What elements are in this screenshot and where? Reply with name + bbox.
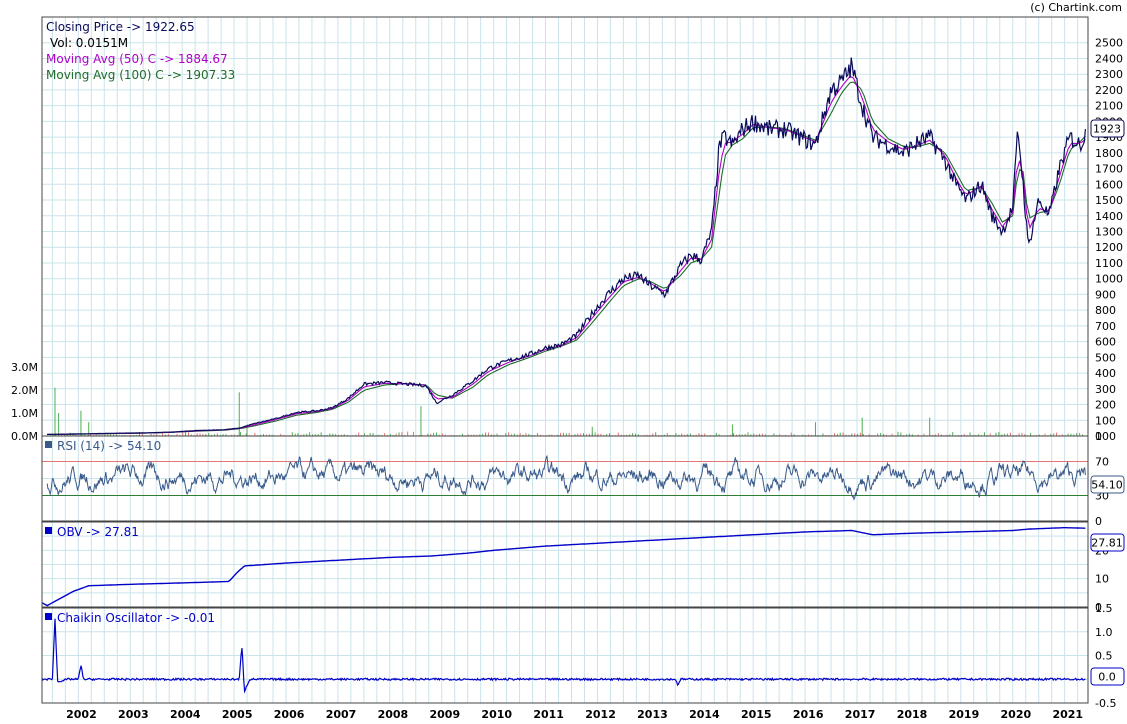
x-axis-tick: 2016 <box>793 708 824 721</box>
legend-ma50: Moving Avg (50) C -> 1884.67 <box>46 52 228 66</box>
x-axis-tick: 2006 <box>274 708 305 721</box>
x-axis-tick: 2011 <box>533 708 564 721</box>
x-axis-tick: 2009 <box>430 708 461 721</box>
price-axis-tick: 0 <box>1095 430 1102 443</box>
volume-bars <box>46 387 1084 436</box>
x-axis-tick: 2004 <box>170 708 201 721</box>
rsi-lines <box>42 454 1088 501</box>
obv-axis-tick: 10 <box>1095 573 1109 586</box>
chaikin-line <box>41 618 1086 694</box>
obv-value-badge: 27.81 <box>1090 533 1125 552</box>
chaikin-value-badge: 0.0 <box>1090 667 1125 686</box>
x-axis-tick: 2005 <box>222 708 253 721</box>
rsi-grid <box>42 435 1088 522</box>
x-axis-tick: 2013 <box>637 708 668 721</box>
price-axis-tick: 100 <box>1095 414 1116 427</box>
price-axis-tick: 2300 <box>1095 68 1123 81</box>
x-axis-tick: 2012 <box>585 708 616 721</box>
obv-legend-marker <box>45 527 52 534</box>
x-axis-tick: 2017 <box>845 708 876 721</box>
x-axis-tick: 2020 <box>1001 708 1032 721</box>
volume-axis-tick: 1.0M <box>11 407 38 420</box>
rsi-value-badge: 54.10 <box>1090 475 1125 494</box>
volume-axis-tick: 3.0M <box>11 361 38 374</box>
price-axis-tick: 1400 <box>1095 210 1123 223</box>
rsi-axis-tick: 70 <box>1095 456 1109 469</box>
rsi-line <box>46 454 1086 501</box>
price-axis-tick: 1800 <box>1095 147 1123 160</box>
legend-rsi: RSI (14) -> 54.10 <box>57 439 161 453</box>
price-axis-tick: 300 <box>1095 383 1116 396</box>
chaikin-axis-tick: 1.5 <box>1095 602 1113 615</box>
price-axis-tick: 1700 <box>1095 163 1123 176</box>
x-axis-tick: 2015 <box>741 708 772 721</box>
legend-chaikin: Chaikin Oscillator -> -0.01 <box>57 611 215 625</box>
copyright-text: (c) Chartink.com <box>1030 1 1122 14</box>
price-axis-tick: 2500 <box>1095 37 1123 50</box>
obv-panel-frame <box>41 521 1089 608</box>
price-value-text: 1923 <box>1093 123 1121 136</box>
x-axis-tick: 2008 <box>378 708 409 721</box>
obv-value-text: 27.81 <box>1091 537 1123 550</box>
volume-axis-tick: 2.0M <box>11 384 38 397</box>
ma50-line <box>47 75 1086 435</box>
x-axis-tick: 2010 <box>481 708 512 721</box>
price-lines <box>47 57 1086 436</box>
price-axis-tick: 2200 <box>1095 84 1123 97</box>
price-axis-tick: 500 <box>1095 351 1116 364</box>
price-axis-tick: 900 <box>1095 288 1116 301</box>
volume-axis-tick: 0.0M <box>11 430 38 443</box>
obv-line <box>41 527 1086 607</box>
price-axis-tick: 1500 <box>1095 194 1123 207</box>
legend-obv: OBV -> 27.81 <box>57 525 139 539</box>
price-axis-tick: 200 <box>1095 399 1116 412</box>
price-value-badge: 1923 <box>1090 119 1125 138</box>
rsi-value-text: 54.10 <box>1091 479 1123 492</box>
price-axis-tick: 2100 <box>1095 100 1123 113</box>
chaikin-axis-tick: 0.5 <box>1095 650 1113 663</box>
rsi-axis-tick: 0 <box>1095 515 1102 528</box>
price-axis-tick: 700 <box>1095 320 1116 333</box>
chaikin-axis-tick: 1.0 <box>1095 626 1113 639</box>
x-axis-tick: 2003 <box>118 708 149 721</box>
price-axis-tick: 1300 <box>1095 226 1123 239</box>
obv-axis-tick: 0 <box>1095 601 1102 614</box>
x-axis-tick: 2018 <box>897 708 928 721</box>
rsi-axis-tick: 100 <box>1095 430 1116 443</box>
price-axis-tick: 2400 <box>1095 52 1123 65</box>
price-axis-tick: 1100 <box>1095 257 1123 270</box>
rsi-panel-frame <box>41 435 1089 522</box>
price-axis-tick: 1000 <box>1095 273 1123 286</box>
obv-grid <box>42 522 1088 608</box>
x-axis-tick: 2019 <box>949 708 980 721</box>
legend-closing-price: Closing Price -> 1922.65 <box>46 20 195 34</box>
x-axis-tick: 2014 <box>689 708 720 721</box>
chaikin-panel-frame <box>41 607 1089 704</box>
chaikin-legend-marker <box>45 613 52 620</box>
chaikin-axis-tick: -0.5 <box>1095 697 1116 710</box>
price-line <box>47 57 1086 436</box>
obv-lines <box>41 527 1086 607</box>
price-axis-tick: 600 <box>1095 336 1116 349</box>
legend-volume: Vol: 0.0151M <box>50 36 128 50</box>
price-axis-tick: 800 <box>1095 304 1116 317</box>
price-axis-tick: 1600 <box>1095 178 1123 191</box>
x-axis-tick: 2007 <box>326 708 357 721</box>
legend-ma100: Moving Avg (100) C -> 1907.33 <box>46 68 235 82</box>
chaikin-value-text: 0.0 <box>1098 671 1116 684</box>
price-axis-tick: 400 <box>1095 367 1116 380</box>
x-axis-tick: 2002 <box>66 708 97 721</box>
chaikin-lines <box>41 618 1086 694</box>
x-axis-tick: 2021 <box>1052 708 1083 721</box>
price-axis-tick: 1200 <box>1095 241 1123 254</box>
rsi-legend-marker <box>45 441 52 448</box>
price-grid <box>42 17 1088 437</box>
x-axis-ticks: 2002 2003 2004 2005 2006 2007 2008 2009 2010 2011… <box>66 708 1083 721</box>
